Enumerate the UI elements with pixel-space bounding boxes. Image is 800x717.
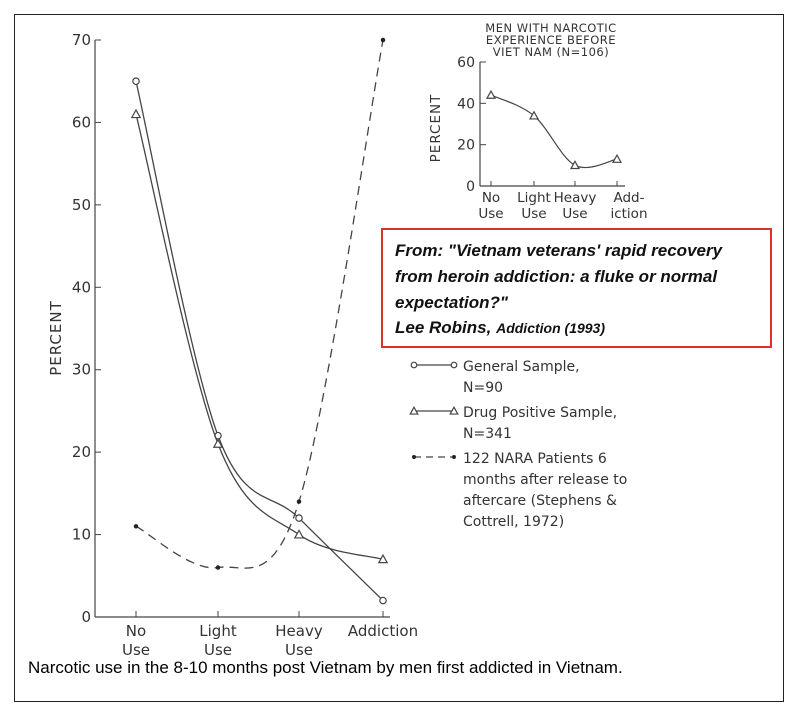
figure-frame bbox=[14, 14, 784, 702]
main-y-tick-label: 50 bbox=[72, 196, 91, 214]
main-series-1-point bbox=[212, 438, 224, 448]
main-series-line-2 bbox=[135, 39, 384, 569]
inset-x-tick-label: Use bbox=[478, 206, 503, 222]
inset-series-0-point bbox=[611, 153, 623, 163]
inset-x-tick-label: Use bbox=[521, 206, 546, 222]
main-y-tick-label: 70 bbox=[72, 31, 91, 49]
legend-marker-left-2 bbox=[412, 455, 416, 459]
main-series-0-point bbox=[132, 77, 140, 86]
main-series-1-point bbox=[293, 529, 305, 539]
inset-series-0-point bbox=[569, 160, 581, 170]
inset-x-tick-label: Use bbox=[562, 206, 587, 222]
main-x-tick-label: Use bbox=[285, 641, 313, 659]
source-author: Lee Robins, bbox=[395, 318, 492, 337]
main-series-2-point bbox=[215, 565, 221, 570]
main-series-1-point bbox=[377, 553, 389, 564]
inset-series-0-point bbox=[485, 89, 497, 99]
inset-y-tick-label: 0 bbox=[466, 179, 475, 195]
main-series-2-point bbox=[296, 499, 302, 504]
inset-x-tick-label: No bbox=[482, 190, 500, 206]
legend-label-nara: 122 NARA Patients 6 months after release… bbox=[463, 451, 628, 530]
inset-series-line-0 bbox=[490, 94, 618, 169]
main-series-2-point bbox=[380, 37, 386, 43]
legend-marker-right-1 bbox=[449, 405, 459, 415]
main-x-tick-label: Use bbox=[122, 641, 150, 659]
main-y-tick-label: 10 bbox=[72, 526, 91, 544]
inset-x-tick-label: Add- bbox=[613, 190, 644, 206]
inset-y-tick-label: 60 bbox=[457, 55, 475, 71]
main-x-tick-label: No bbox=[126, 622, 146, 640]
main-series-0-point bbox=[379, 596, 387, 605]
main-y-tick-label: 20 bbox=[72, 443, 91, 461]
inset-title: VIET NAM (N=106) bbox=[493, 45, 609, 59]
source-citation-box: From: "Vietnam veterans' rapid recovery … bbox=[381, 228, 772, 348]
inset-series-0-point bbox=[528, 110, 540, 120]
legend-marker-right-0 bbox=[450, 361, 458, 369]
main-x-tick-label: Addiction bbox=[348, 622, 418, 640]
legend-marker-left-1 bbox=[409, 405, 419, 415]
legend-marker-right-2 bbox=[452, 455, 456, 459]
main-y-tick-label: 60 bbox=[72, 113, 91, 131]
main-y-tick-label: 30 bbox=[72, 361, 91, 379]
main-x-tick-label: Light bbox=[199, 622, 237, 640]
inset-title: EXPERIENCE BEFORE bbox=[486, 33, 616, 47]
main-y-axis-label: PERCENT bbox=[47, 300, 65, 376]
main-x-tick-label: Heavy bbox=[275, 622, 323, 640]
source-journal: Addiction (1993) bbox=[496, 320, 605, 336]
main-x-tick-label: Use bbox=[204, 641, 232, 659]
source-title: From: "Vietnam veterans' rapid recovery … bbox=[395, 241, 723, 312]
inset-x-tick-label: Light bbox=[517, 190, 551, 206]
legend-label-drug-positive: Drug Positive Sample, N=341 bbox=[463, 405, 618, 442]
main-y-tick-label: 40 bbox=[72, 278, 91, 296]
inset-x-tick-label: iction bbox=[610, 206, 647, 222]
main-series-line-1 bbox=[135, 114, 384, 560]
inset-y-axis-label: PERCENT bbox=[428, 94, 444, 163]
legend-label-general: General Sample, N=90 bbox=[463, 359, 580, 396]
legend-marker-left-0 bbox=[410, 361, 418, 369]
figure-caption: Narcotic use in the 8-10 months post Vie… bbox=[28, 658, 623, 677]
inset-title: MEN WITH NARCOTIC bbox=[485, 21, 616, 35]
main-series-1-point bbox=[130, 108, 142, 119]
main-series-0-point bbox=[295, 514, 303, 522]
inset-x-tick-label: Heavy bbox=[554, 190, 597, 206]
inset-y-tick-label: 40 bbox=[457, 96, 475, 112]
main-y-tick-label: 0 bbox=[81, 608, 91, 626]
main-series-line-0 bbox=[135, 81, 384, 601]
inset-y-tick-label: 20 bbox=[457, 138, 475, 154]
main-series-2-point bbox=[133, 524, 139, 529]
